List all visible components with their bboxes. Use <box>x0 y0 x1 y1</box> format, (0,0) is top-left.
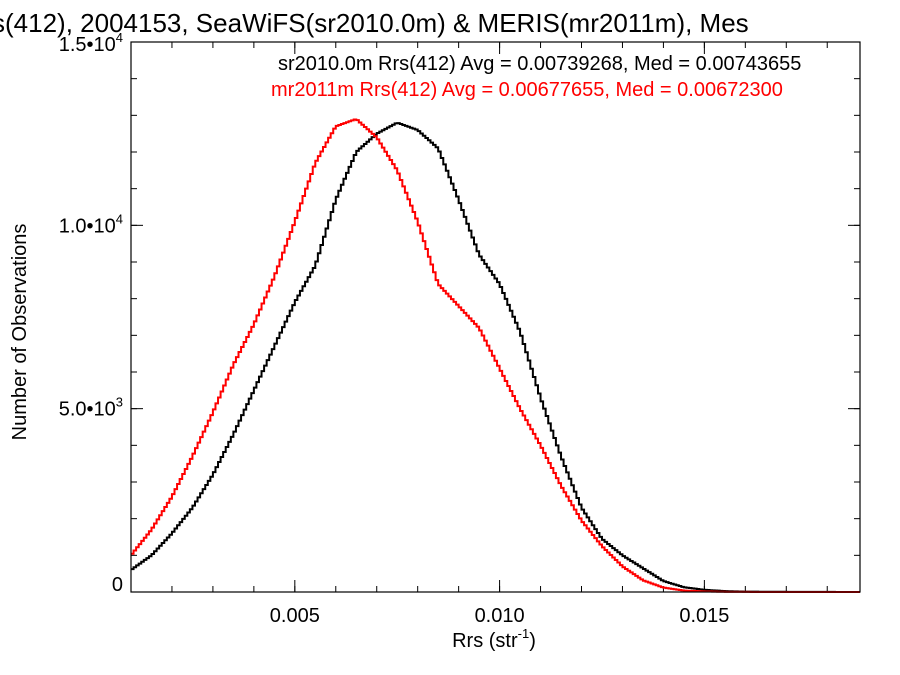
y-axis-label: Number of Observations <box>9 224 31 441</box>
y-tick-label: 0 <box>112 574 123 596</box>
x-tick-label: 0.010 <box>475 605 525 627</box>
x-axis-label: Rrs (str-1) <box>452 626 536 652</box>
data-series <box>131 118 860 593</box>
y-tick-label: 1.0•104 <box>59 211 123 237</box>
y-tick-label: 1.5•104 <box>59 30 123 56</box>
legend-entry-sr2010: sr2010.0m Rrs(412) Avg = 0.00739268, Med… <box>278 53 801 75</box>
x-tick-label: 0.015 <box>679 605 729 627</box>
y-axis-label-group: Number of Observations <box>9 224 31 441</box>
x-tick-label: 0.005 <box>270 605 320 627</box>
axis-ticks: 0.005 0.010 0.015 0 5.0•103 1.0•104 1.5•104 <box>59 30 860 627</box>
legend-entry-mr2011: mr2011m Rrs(412) Avg = 0.00677655, Med =… <box>271 79 783 101</box>
y-tick-label: 5.0•103 <box>59 395 123 421</box>
series-mr2011-line <box>131 118 860 593</box>
plot-frame <box>130 41 861 593</box>
series-sr2010-line <box>131 122 860 593</box>
chart-title: s(412), 2004153, SeaWiFS(sr2010.0m) & ME… <box>0 8 749 38</box>
